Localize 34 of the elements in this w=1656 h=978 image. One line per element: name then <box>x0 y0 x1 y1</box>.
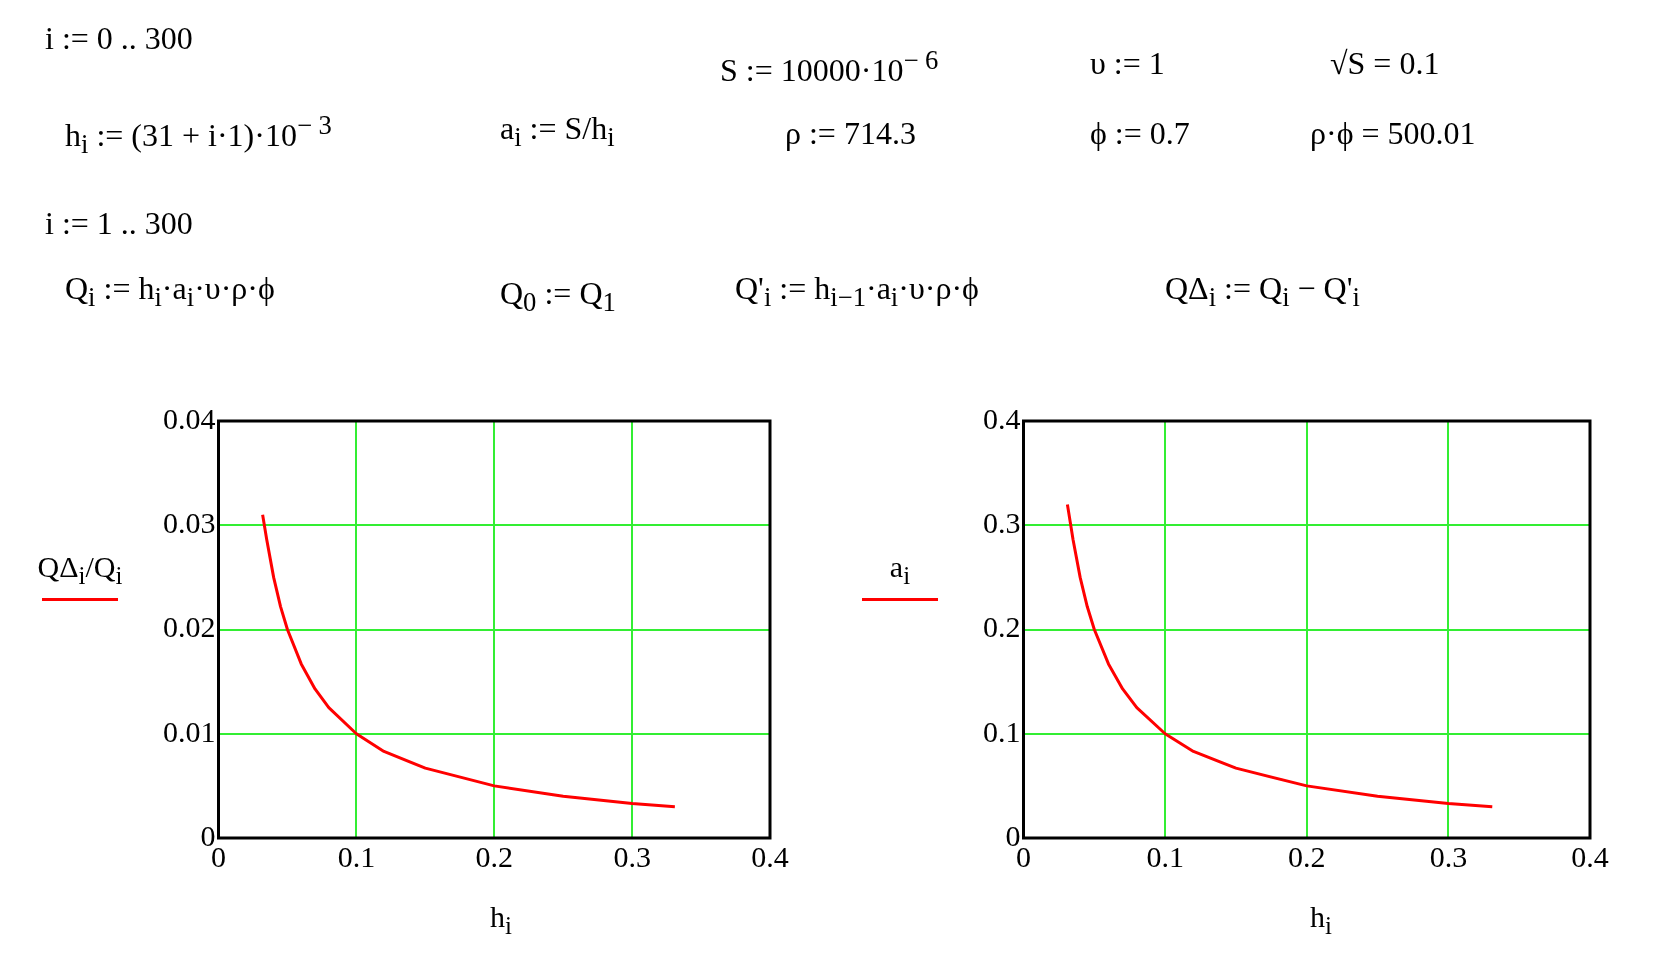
text: Q$_{0}$ := Q$_{1}$ <box>500 275 616 319</box>
x-tick-label: 0.4 <box>1571 839 1609 873</box>
y-tick-label: 0.4 <box>983 401 1021 435</box>
text: a$_{i}$ := S/h$_{i}$ <box>500 110 615 154</box>
x-axis-title: h$_{i}$ <box>490 900 512 940</box>
text: QΔ$_{i}$/Q$_{i}$ <box>36 550 124 590</box>
x-tick-label: 0.1 <box>337 839 376 873</box>
text: υ := 1 <box>1090 45 1165 82</box>
text: QΔ$_{i}$ := Q$_{i}$ − Q'$_{i}$ <box>1165 270 1360 314</box>
x-axis-title: h$_{i}$ <box>1310 900 1332 940</box>
text: a$_{i}$ <box>888 550 912 590</box>
y-tick-label: 0.1 <box>983 714 1021 748</box>
text: ρ := 714.3 <box>785 115 916 152</box>
x-tick-label: 0.2 <box>475 839 513 873</box>
text: h$_{i}$ := (31 + i·1)·10$^{− 3}$ <box>65 110 332 161</box>
x-tick-label: 0.4 <box>751 839 789 873</box>
y-tick-label: 0.3 <box>983 506 1021 540</box>
x-tick-label: 0.2 <box>1288 839 1326 873</box>
text: Q$_{i}$ := h$_{i}$·a$_{i}$·υ·ρ·ϕ <box>65 270 275 314</box>
text: i := 0 .. 300 <box>45 20 193 57</box>
y-tick-label: 0.03 <box>163 506 216 540</box>
text: Q'$_{i}$ := h$_{i−1}$·a$_{i}$·υ·ρ·ϕ <box>735 270 979 314</box>
y-tick-label: 0.04 <box>163 401 216 435</box>
text: S := 10000·10$^{− 6}$ <box>720 45 939 89</box>
y-tick-label: 0.2 <box>983 610 1021 644</box>
text: i := 1 .. 300 <box>45 205 193 242</box>
y-tick-label: 0.01 <box>163 714 216 748</box>
y-tick-label: 0.02 <box>163 610 216 644</box>
text: ϕ := 0.7 <box>1090 115 1190 152</box>
x-tick-label: 0.1 <box>1146 839 1184 873</box>
x-tick-label: 0.3 <box>1429 839 1468 873</box>
text: ρ·ϕ = 500.01 <box>1310 115 1476 152</box>
text: √S = 0.1 <box>1330 45 1440 82</box>
x-tick-label: 0.3 <box>613 839 651 873</box>
